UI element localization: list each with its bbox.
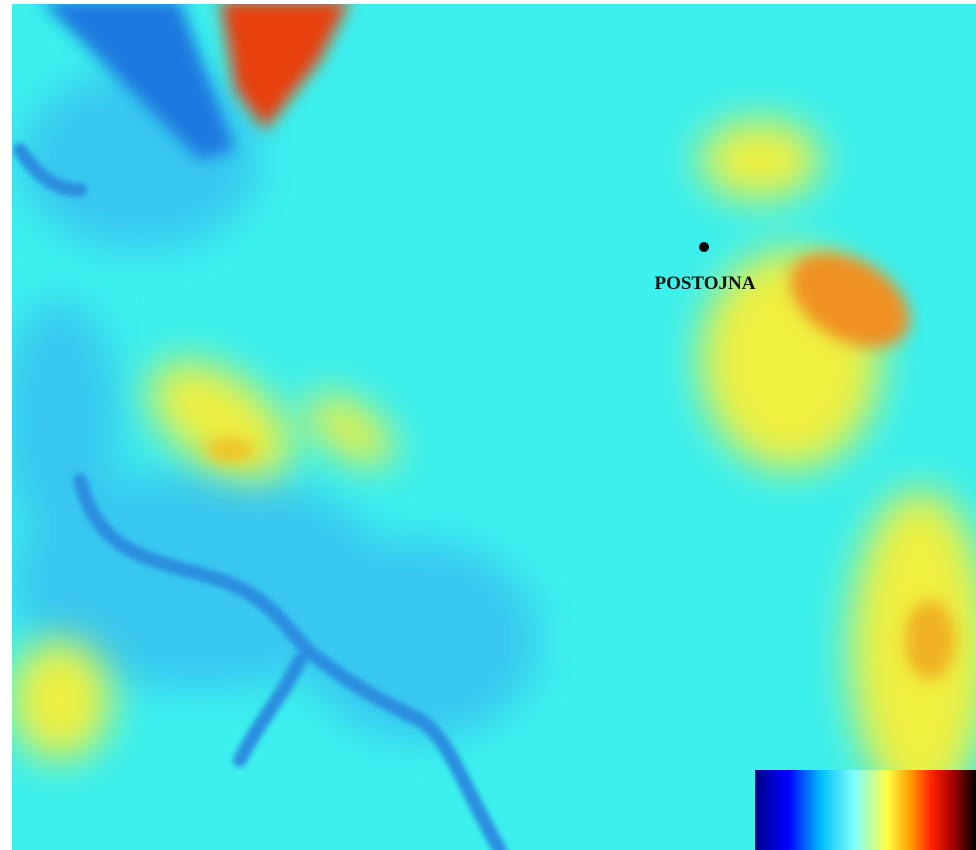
place-marker [699,242,709,252]
place-label: POSTOJNA [654,273,755,294]
terrain [0,0,976,850]
map-view: POSTOJNA [0,0,976,850]
elevation-map: POSTOJNA [0,0,976,850]
color-scale [755,770,976,850]
